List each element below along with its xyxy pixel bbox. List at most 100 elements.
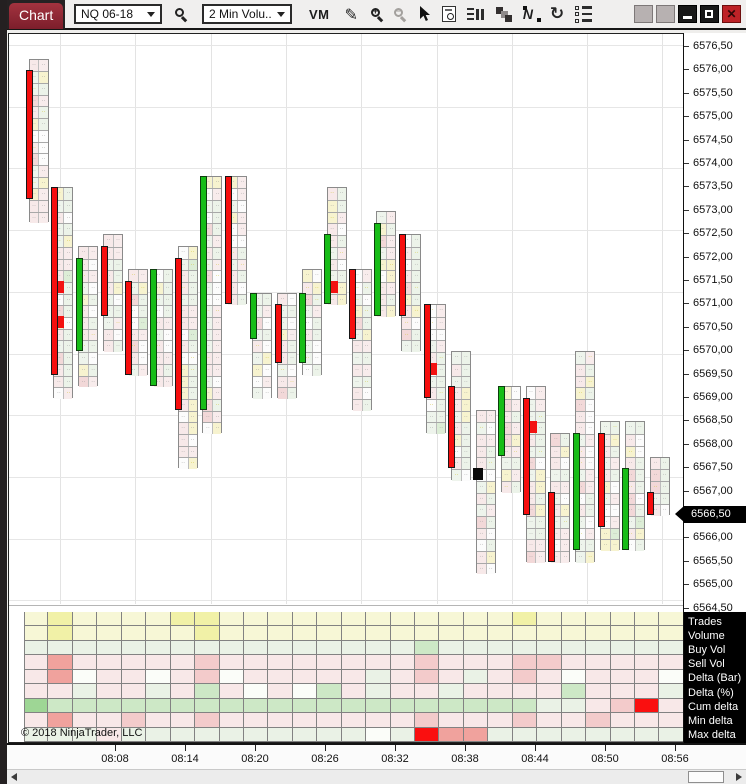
search-button[interactable] (175, 2, 188, 26)
footprint-row: ···· (153, 328, 172, 341)
footprint-row: ···· (79, 340, 98, 353)
footprint-row: ···· (451, 398, 470, 411)
footprint-cell-ask: ·· (560, 434, 570, 446)
footprint-row: ···· (153, 340, 172, 353)
footprint-cell-ask: ·· (137, 282, 147, 294)
price-tick (684, 186, 689, 188)
footprint-cell-bid: ·· (352, 282, 362, 294)
heatmap-cell (97, 727, 122, 742)
restore-button[interactable] (700, 5, 719, 23)
footprint-cell-bid: ·· (29, 119, 39, 130)
close-button[interactable]: ✕ (722, 5, 741, 23)
data-box-icon (441, 6, 456, 22)
footprint-row: ···· (302, 328, 321, 341)
footprint-cell-ask: ·· (187, 446, 197, 458)
time-axis[interactable]: 08:08 08:14 08:20 08:26 08:32 08:38 08:44 08:50… (7, 743, 746, 769)
footprint-row: ···· (625, 422, 644, 435)
footprint-highlight-cell (54, 281, 65, 293)
footprint-cell-ask: ·· (336, 201, 346, 212)
period-dropdown[interactable]: 2 Min Volu... (202, 4, 292, 24)
footprint-cell-bid: ·· (253, 306, 263, 318)
drawing-tools-button[interactable]: N (522, 2, 541, 26)
minimize-button[interactable] (678, 5, 697, 23)
scrollbar-thumb[interactable] (688, 771, 724, 783)
footprint-row: ···· (352, 270, 371, 282)
footprint-cell-bid: ·· (551, 434, 561, 446)
scroll-left-arrow[interactable] (11, 773, 17, 781)
footprint-cell-ask: ·· (38, 95, 48, 107)
candle-body (448, 386, 456, 469)
heatmap-cell (341, 684, 367, 699)
footprint-row: ···· (327, 258, 346, 271)
footprint-row: ···· (551, 492, 570, 505)
footprint-cell-bid: ·· (228, 176, 238, 189)
footprint-cell-bid: ·· (29, 165, 39, 177)
footprint-cell-bid: ·· (377, 259, 387, 271)
scroll-right-arrow[interactable] (736, 773, 742, 781)
footprint-row: ···· (576, 434, 595, 446)
price-tick-label: 6564,50 (693, 601, 733, 614)
reload-button[interactable]: ↻ (550, 2, 564, 26)
footprint-cell-ask: ·· (361, 388, 371, 399)
window-button-2[interactable] (656, 5, 675, 23)
data-box-button[interactable] (441, 2, 456, 26)
footprint-row: ···· (576, 375, 595, 388)
heatmap-cell (366, 713, 391, 728)
chart-plot-area[interactable]: © 2018 NinjaTrader, LLC ·· ·· ·· ·· ·· ·· ·· ··… (8, 33, 684, 743)
instrument-dropdown[interactable]: NQ 06-18 (74, 4, 162, 24)
footprint-cell-ask: ·· (386, 282, 396, 294)
heatmap-cell (48, 655, 73, 670)
draw-button[interactable]: ✎ (345, 2, 358, 26)
horizontal-scrollbar[interactable] (7, 769, 746, 784)
footprint-highlight-cell (427, 362, 438, 375)
volume-mode-button[interactable]: VM (309, 2, 330, 26)
footprint-cell-bid: ·· (576, 446, 586, 458)
zoom-out-button[interactable]: − (393, 2, 407, 26)
footprint-row: ···· (253, 328, 272, 341)
footprint-cell-bid: ·· (153, 353, 163, 364)
indicators-button[interactable] (575, 2, 593, 26)
footprint-row: ···· (104, 246, 123, 259)
heatmap-cell (72, 626, 98, 641)
footprint-cell-ask: ·· (63, 188, 73, 201)
footprint-row: ···· (352, 375, 371, 388)
footprint-bar: ·· ·· ·· ·· ·· ·· ·· ·· ·· ·· ·· ·· ·· ·· ·· ·· ·· ·· (127, 269, 148, 376)
footprint-row: ···· (377, 223, 396, 236)
time-tick (115, 745, 116, 751)
price-axis[interactable]: Trades Volume Buy Vol Sell Vol Delta (Bar) De… (675, 33, 746, 743)
heatmap-cell (586, 611, 611, 626)
tab-chart[interactable]: Chart (9, 3, 64, 29)
chart-style-button[interactable] (466, 2, 485, 26)
footprint-cell-ask: ·· (659, 481, 669, 493)
footprint-row: ···· (54, 188, 73, 201)
panels-button[interactable] (495, 2, 512, 26)
footprint-cell-ask: ·· (336, 247, 346, 259)
footprint-row: ···· (526, 410, 545, 423)
footprint-cell-ask: ·· (88, 318, 98, 329)
cursor-button[interactable] (419, 2, 431, 26)
footprint-cell-ask: ·· (137, 270, 147, 282)
footprint-cell-bid: ·· (551, 528, 561, 540)
footprint-cell-ask: ·· (137, 318, 147, 329)
footprint-row: ···· (278, 352, 296, 364)
footprint-row: ···· (625, 445, 644, 458)
footprint-cell-ask: ·· (137, 353, 147, 364)
footprint-row: ···· (377, 270, 396, 282)
footprint-cell-bid: ·· (377, 247, 387, 259)
heatmap-cell (170, 684, 196, 699)
zoom-in-button[interactable]: + (370, 2, 384, 26)
heatmap-cell (268, 655, 293, 670)
heatmap-cell (170, 626, 196, 641)
footprint-row: ···· (203, 188, 222, 201)
price-tick-label: 6571,50 (693, 274, 733, 286)
window-button-1[interactable] (634, 5, 653, 23)
footprint-cell-bid: ·· (203, 399, 213, 411)
footprint-row: ···· (352, 328, 371, 341)
candle-body (249, 292, 257, 340)
footprint-cell-ask: ·· (460, 458, 470, 470)
footprint-cell-bid: ·· (576, 388, 586, 399)
footprint-cell-ask: ·· (311, 282, 321, 294)
time-tick (395, 745, 396, 751)
footprint-bar: ·· ·· ·· ·· ·· ·· ·· ·· ·· ·· ·· ·· ·· ·· ·· ·· ·· ·· ·· ··… (600, 421, 621, 552)
